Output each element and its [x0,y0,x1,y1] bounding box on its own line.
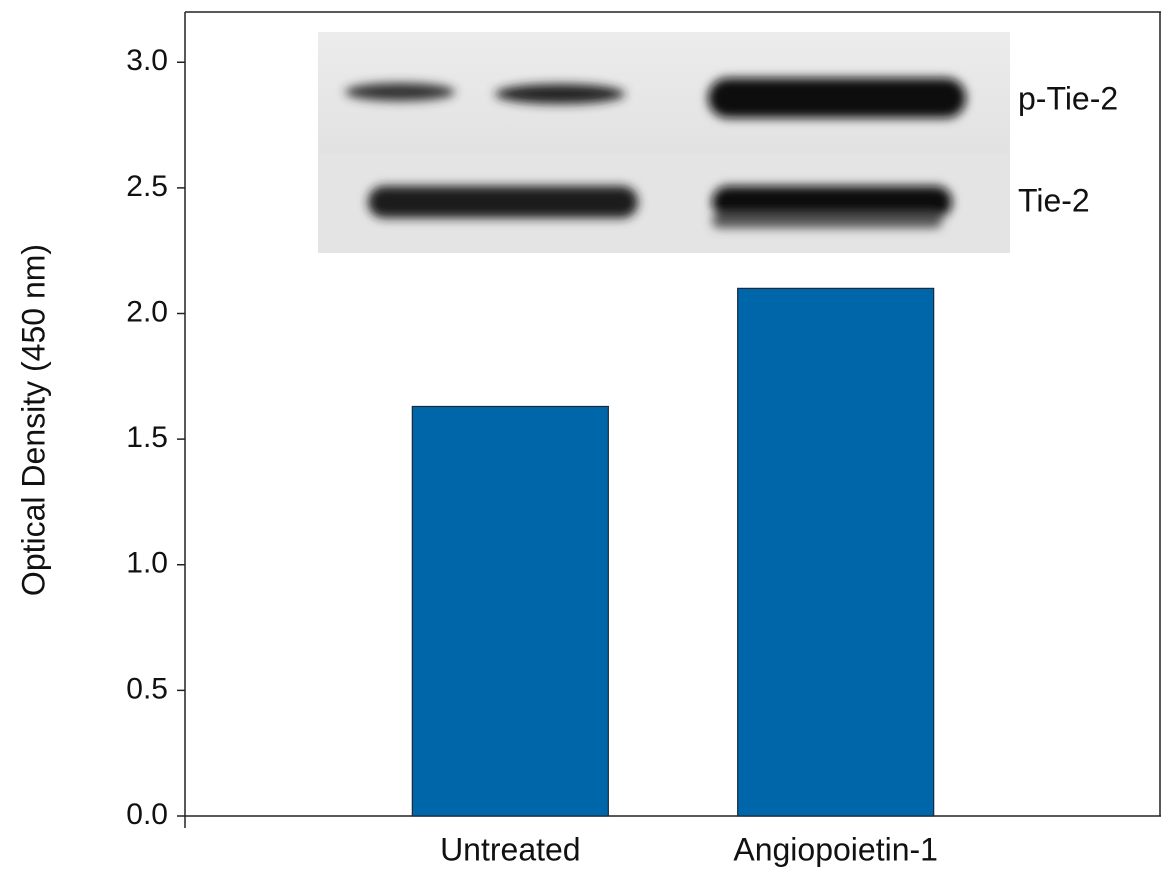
y-tick-label: 2.5 [126,170,168,203]
blot-label: p-Tie-2 [1018,80,1118,116]
y-tick-label: 2.0 [126,295,168,328]
blot-band [345,83,455,101]
y-tick-label: 1.0 [126,547,168,580]
blot-band [708,78,966,118]
bar [737,287,935,817]
blot-band [712,214,942,228]
blot-band [712,186,952,218]
blot-band [368,186,638,218]
y-tick-label: 3.0 [126,44,168,77]
bar [411,405,609,817]
blot-inset [318,32,1010,253]
x-tick-label: Untreated [440,831,581,867]
blot-band [495,84,625,104]
y-tick-label: 0.0 [126,798,168,831]
x-tick-label: Angiopoietin-1 [733,831,938,867]
y-tick-label: 1.5 [126,421,168,454]
y-tick-label: 0.5 [126,672,168,705]
y-axis-label: Optical Density (450 nm) [15,244,51,596]
blot-label: Tie-2 [1018,182,1090,218]
